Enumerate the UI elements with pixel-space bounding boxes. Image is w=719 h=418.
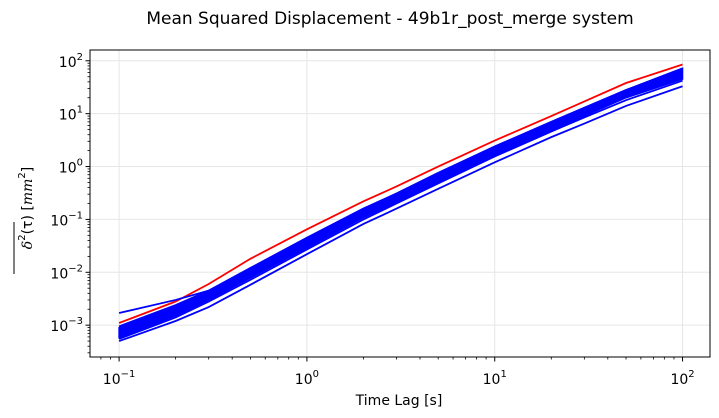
y-label-symbol: δ	[20, 241, 36, 249]
y-label-close: ]	[20, 167, 36, 172]
y-tick-label: 100	[59, 158, 83, 177]
series-group	[118, 63, 684, 342]
y-label-superscript: 2	[17, 234, 28, 240]
y-label-argument: (τ) [	[20, 205, 36, 234]
x-tick-label: 10−1	[103, 369, 136, 388]
y-tick-label: 102	[59, 52, 83, 71]
x-tick-label: 100	[295, 369, 319, 388]
plot-area	[118, 63, 684, 342]
x-axis-label: Time Lag [s]	[355, 393, 443, 409]
y-label-unit: mm	[20, 179, 36, 206]
series-line-4	[118, 79, 683, 340]
y-tick-label: 101	[59, 105, 83, 124]
series-band	[118, 67, 684, 339]
chart-title: Mean Squared Displacement - 49b1r_post_m…	[146, 9, 633, 29]
y-tick-label: 10−1	[50, 210, 83, 229]
x-tick-label: 101	[483, 369, 507, 388]
x-axis: 10−1 100 101 102	[100, 357, 695, 388]
y-axis-label: δ2(τ) [mm2]	[13, 167, 36, 274]
y-tick-label: 10−2	[50, 263, 83, 282]
y-tick-label: 10−3	[50, 316, 83, 335]
svg-text:δ2(τ) [mm2]: δ2(τ) [mm2]	[17, 167, 36, 249]
x-tick-label: 102	[670, 369, 694, 388]
y-axis: 10−3 10−2 10−1 100 101 102	[50, 52, 90, 354]
series-line-3	[118, 67, 683, 328]
series-line-1	[118, 63, 683, 324]
series-line-5	[118, 85, 683, 342]
y-label-unit-superscript: 2	[17, 172, 28, 178]
